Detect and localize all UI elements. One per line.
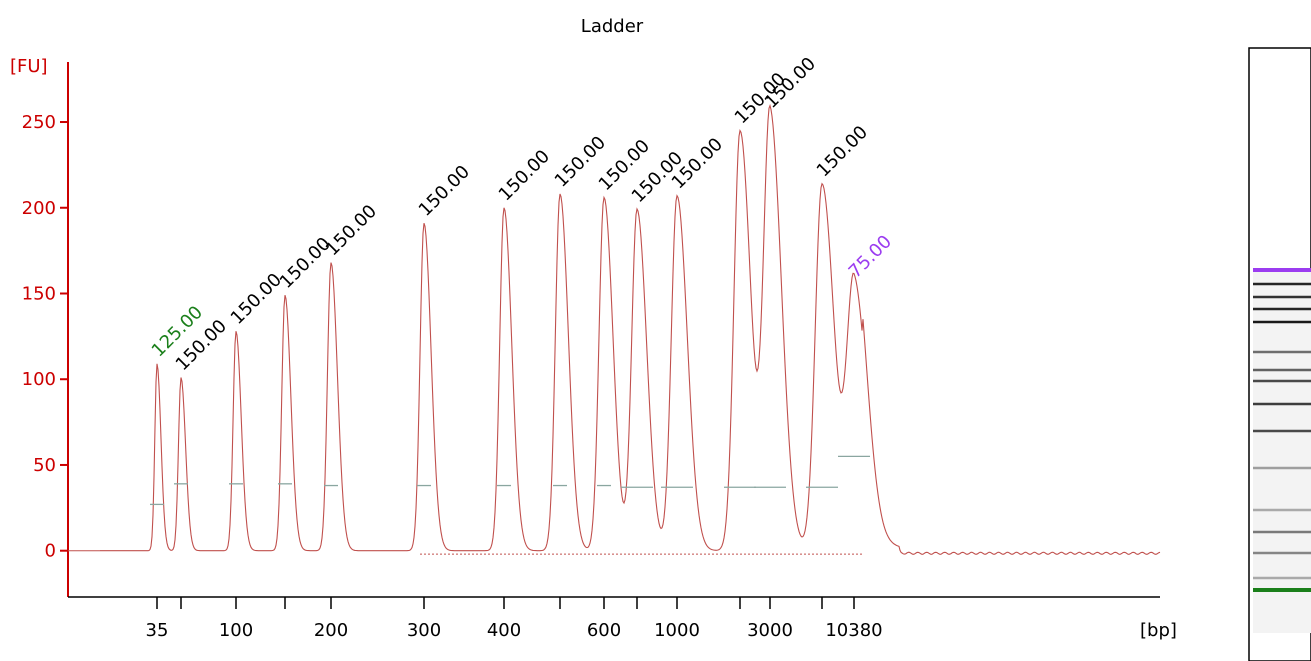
gel-band bbox=[1253, 350, 1311, 354]
trace-layer bbox=[68, 103, 1161, 555]
signal-trace bbox=[100, 103, 1161, 555]
gel-band bbox=[1253, 282, 1311, 286]
y-tick-label: 100 bbox=[22, 369, 56, 390]
gel-band bbox=[1253, 508, 1311, 512]
gel-band bbox=[1253, 320, 1311, 324]
peak-label: 75.00 bbox=[845, 231, 896, 282]
gel-band bbox=[1253, 368, 1311, 372]
peak-label: 150.00 bbox=[813, 122, 872, 181]
x-tick-label: 35 bbox=[146, 620, 169, 641]
gel-band bbox=[1253, 379, 1311, 383]
x-tick-label: 200 bbox=[314, 620, 348, 641]
y-tick-label: 150 bbox=[22, 283, 56, 304]
x-tick-label: 300 bbox=[407, 620, 441, 641]
gel-band bbox=[1253, 576, 1311, 580]
gel-band bbox=[1253, 268, 1311, 272]
x-tick-label: 400 bbox=[487, 620, 521, 641]
y-tick-label: 50 bbox=[33, 455, 56, 476]
gel-band bbox=[1253, 530, 1311, 534]
gel-band bbox=[1253, 429, 1311, 433]
gel-band bbox=[1253, 307, 1311, 311]
gel-band bbox=[1253, 295, 1311, 299]
peak-label: 150.00 bbox=[495, 146, 554, 205]
y-unit-label: [FU] bbox=[10, 56, 48, 77]
gel-band bbox=[1253, 551, 1311, 555]
peak-label: 150.00 bbox=[415, 161, 474, 220]
x-tick-label: 1000 bbox=[654, 620, 700, 641]
x-tick-label: 10380 bbox=[825, 620, 882, 641]
gel-band bbox=[1253, 466, 1311, 470]
x-tick-label: 100 bbox=[219, 620, 253, 641]
x-unit-label: [bp] bbox=[1140, 620, 1177, 641]
y-tick-label: 0 bbox=[45, 541, 56, 562]
y-tick-label: 250 bbox=[22, 112, 56, 133]
gel-band bbox=[1253, 402, 1311, 406]
gel-lane bbox=[1248, 47, 1311, 661]
chart-title: Ladder bbox=[581, 16, 644, 37]
gel-band bbox=[1253, 588, 1311, 592]
gel-lane-background bbox=[1253, 268, 1311, 633]
axes: 0 50 100 150 200 250 35 100 200 300 400 600 1000 3000… bbox=[22, 62, 1160, 641]
peak-label: 150.00 bbox=[322, 201, 381, 260]
x-tick-label: 3000 bbox=[747, 620, 793, 641]
x-tick-label: 600 bbox=[587, 620, 621, 641]
y-tick-label: 200 bbox=[22, 198, 56, 219]
